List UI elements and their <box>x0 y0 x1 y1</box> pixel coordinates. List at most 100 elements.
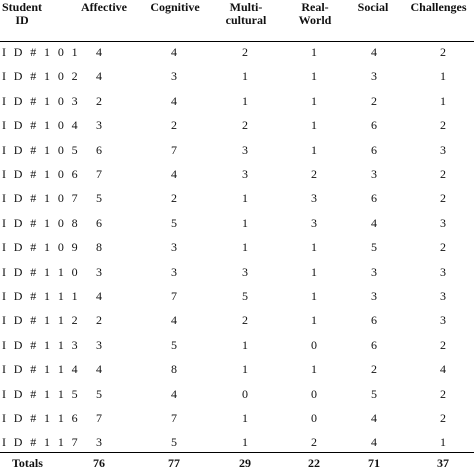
social-cell: 5 <box>371 386 377 401</box>
header-rule <box>0 41 474 42</box>
affective-cell: 5 <box>96 386 102 401</box>
multicultural-cell: 3 <box>242 264 248 279</box>
student-id-cell: I D # 1 1 4 <box>2 362 81 377</box>
multicultural-cell: 0 <box>242 386 248 401</box>
cognitive-cell: 4 <box>171 167 177 181</box>
affective-cell: 3 <box>96 435 102 450</box>
realworld-cell: 1 <box>311 362 317 377</box>
student-id-cell: I D # 1 1 6 <box>2 411 81 425</box>
affective-cell: 2 <box>96 313 102 328</box>
affective-cell: 4 <box>96 289 102 303</box>
table-row: I D # 1 0 5 6 7 3 1 6 3 <box>0 138 474 162</box>
challenges-cell: 3 <box>440 313 446 328</box>
cognitive-cell: 7 <box>171 142 177 157</box>
social-cell: 2 <box>371 362 377 377</box>
total-cognitive: 77 <box>168 456 180 470</box>
affective-cell: 3 <box>96 337 102 352</box>
realworld-cell: 2 <box>311 435 317 450</box>
table-row: I D # 1 1 1 4 7 5 1 3 3 <box>0 284 474 308</box>
header-social: Social <box>357 0 389 14</box>
table-row: I D # 1 1 5 5 4 0 0 5 2 <box>0 382 474 406</box>
student-id-cell: I D # 1 0 3 <box>2 93 81 108</box>
affective-cell: 8 <box>96 240 102 255</box>
student-id-cell: I D # 1 0 8 <box>2 215 81 230</box>
student-id-cell: I D # 1 1 0 <box>2 264 81 279</box>
social-cell: 6 <box>371 337 377 352</box>
cognitive-cell: 2 <box>171 118 177 133</box>
affective-cell: 5 <box>96 191 102 206</box>
table-row: I D # 1 0 4 3 2 2 1 6 2 <box>0 113 474 137</box>
affective-cell: 4 <box>96 45 102 59</box>
realworld-cell: 0 <box>311 411 317 425</box>
header-affective: Affective <box>81 0 127 14</box>
affective-cell: 6 <box>96 142 102 157</box>
student-id-cell: I D # 1 0 9 <box>2 240 81 255</box>
student-id-cell: I D # 1 0 4 <box>2 118 81 133</box>
challenges-cell: 1 <box>440 93 446 108</box>
realworld-cell: 3 <box>311 215 317 230</box>
cognitive-cell: 4 <box>171 45 177 59</box>
realworld-cell: 1 <box>311 142 317 157</box>
challenges-cell: 2 <box>440 411 446 425</box>
challenges-cell: 2 <box>440 167 446 181</box>
challenges-cell: 2 <box>440 386 446 401</box>
cognitive-cell: 7 <box>171 289 177 303</box>
challenges-cell: 2 <box>440 118 446 133</box>
table-row: I D # 1 1 2 2 4 2 1 6 3 <box>0 308 474 332</box>
social-cell: 3 <box>371 289 377 303</box>
student-id-cell: I D # 1 0 6 <box>2 167 81 181</box>
cognitive-cell: 4 <box>171 93 177 108</box>
cognitive-cell: 5 <box>171 435 177 450</box>
challenges-cell: 3 <box>440 142 446 157</box>
affective-cell: 4 <box>96 69 102 84</box>
total-multicultural: 29 <box>239 456 251 470</box>
cognitive-cell: 8 <box>171 362 177 377</box>
affective-cell: 7 <box>96 411 102 425</box>
realworld-cell: 3 <box>311 191 317 206</box>
social-cell: 3 <box>371 167 377 181</box>
table-row: I D # 1 0 1 4 4 2 1 4 2 <box>0 40 474 64</box>
header-student-id: Student ID <box>2 0 43 27</box>
multicultural-cell: 1 <box>242 337 248 352</box>
table-row: I D # 1 0 8 6 5 1 3 4 3 <box>0 211 474 235</box>
total-realworld: 22 <box>308 456 320 470</box>
multicultural-cell: 2 <box>242 45 248 59</box>
social-cell: 3 <box>371 69 377 84</box>
realworld-cell: 0 <box>311 386 317 401</box>
table-row: I D # 1 0 2 4 3 1 1 3 1 <box>0 64 474 88</box>
realworld-cell: 1 <box>311 264 317 279</box>
challenges-cell: 3 <box>440 289 446 303</box>
table-row: I D # 1 0 3 2 4 1 1 2 1 <box>0 89 474 113</box>
cognitive-cell: 5 <box>171 215 177 230</box>
affective-cell: 6 <box>96 215 102 230</box>
social-cell: 6 <box>371 118 377 133</box>
multicultural-cell: 1 <box>242 362 248 377</box>
student-id-cell: I D # 1 0 1 <box>2 45 81 59</box>
affective-cell: 4 <box>96 362 102 377</box>
total-affective: 76 <box>93 456 105 470</box>
challenges-cell: 3 <box>440 215 446 230</box>
multicultural-cell: 1 <box>242 240 248 255</box>
table-row: I D # 1 0 9 8 3 1 1 5 2 <box>0 235 474 259</box>
realworld-cell: 1 <box>311 93 317 108</box>
challenges-cell: 1 <box>440 435 446 450</box>
affective-cell: 3 <box>96 118 102 133</box>
cognitive-cell: 7 <box>171 411 177 425</box>
table-row: I D # 1 1 7 3 5 1 2 4 1 <box>0 430 474 454</box>
realworld-cell: 1 <box>311 289 317 303</box>
multicultural-cell: 2 <box>242 313 248 328</box>
header-multicultural: Multi- cultural <box>225 0 267 27</box>
affective-cell: 7 <box>96 167 102 181</box>
social-cell: 6 <box>371 313 377 328</box>
multicultural-cell: 1 <box>242 69 248 84</box>
multicultural-cell: 1 <box>242 411 248 425</box>
challenges-cell: 4 <box>440 362 446 377</box>
challenges-cell: 2 <box>440 337 446 352</box>
table-row: I D # 1 0 7 5 2 1 3 6 2 <box>0 186 474 210</box>
social-cell: 4 <box>371 45 377 59</box>
social-cell: 6 <box>371 191 377 206</box>
social-cell: 4 <box>371 215 377 230</box>
multicultural-cell: 5 <box>242 289 248 303</box>
cognitive-cell: 5 <box>171 337 177 352</box>
header-realworld: Real- World <box>298 0 332 27</box>
